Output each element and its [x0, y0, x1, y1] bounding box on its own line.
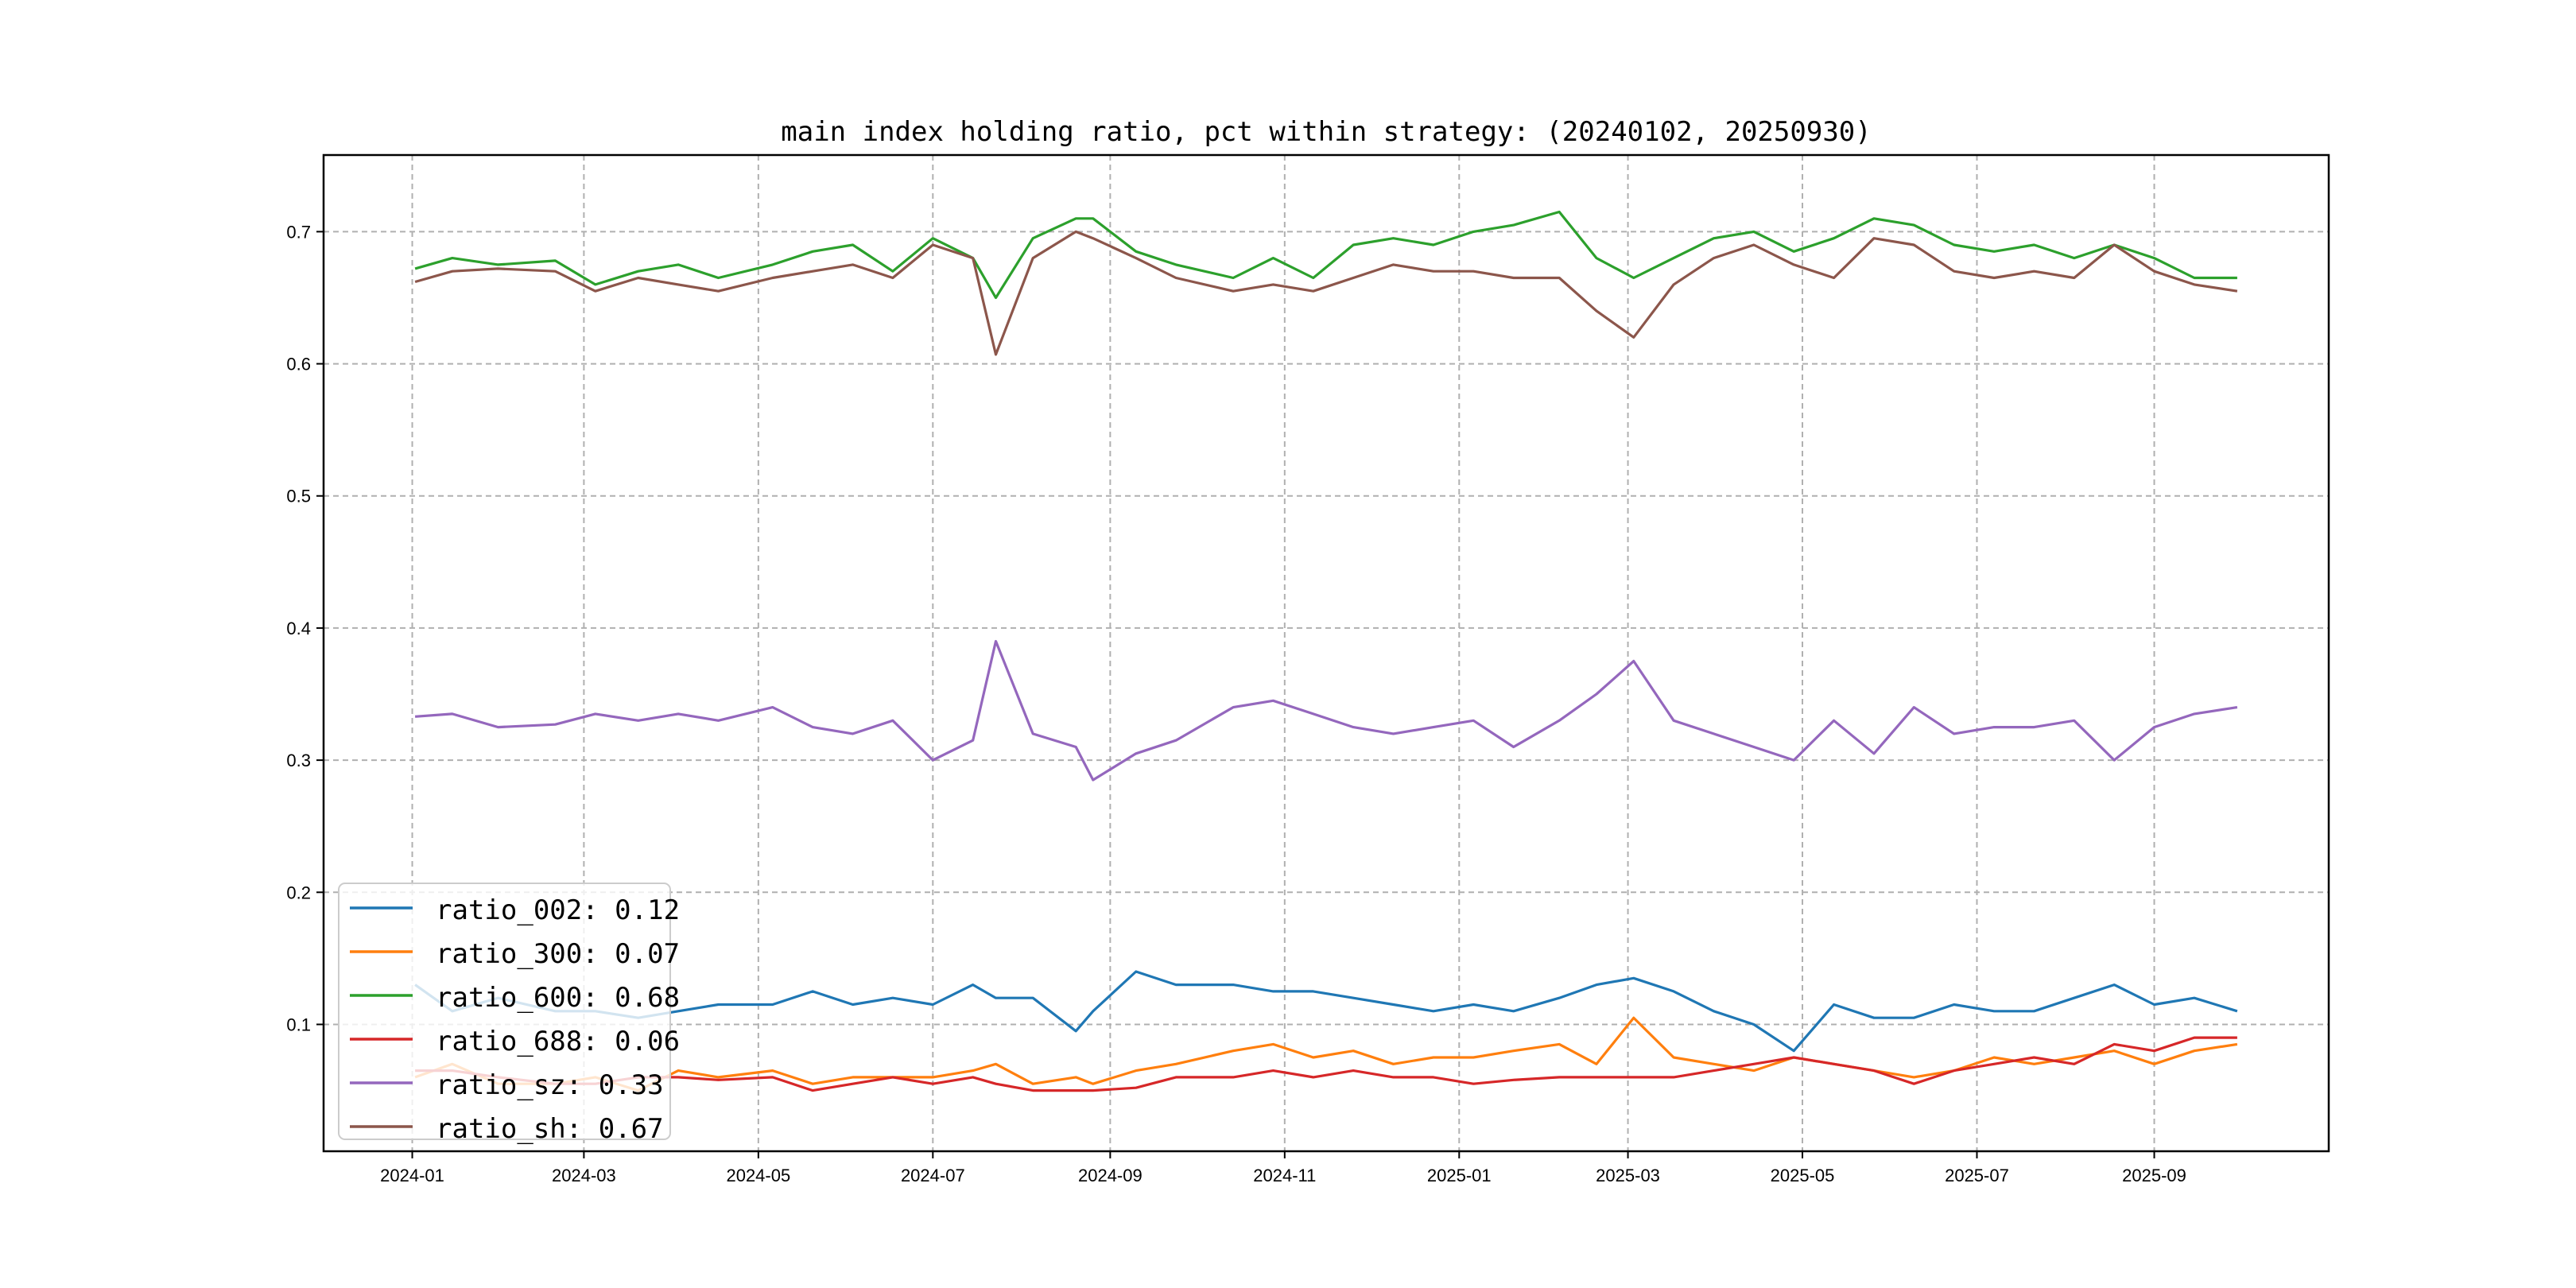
x-tick-label: 2025-01: [1427, 1166, 1492, 1185]
legend: ratio_002: 0.12 ratio_300: 0.07 ratio_600:…: [338, 883, 680, 1145]
y-tick-label: 0.5: [286, 487, 311, 506]
y-tick-label: 0.1: [286, 1014, 311, 1034]
series-line-ratio-300: [414, 1016, 2238, 1092]
y-tick-label: 0.4: [286, 619, 311, 638]
y-tick-label: 0.7: [286, 222, 311, 242]
x-tick-label: 2024-11: [1253, 1166, 1316, 1185]
legend-label-ratio-sz: ratio_sz: 0.33: [436, 1069, 664, 1101]
x-tick-label: 2024-07: [901, 1166, 965, 1185]
x-tick-label: 2025-07: [1945, 1166, 2009, 1185]
x-tick-label: 2024-09: [1078, 1166, 1143, 1185]
legend-label-ratio-600: ratio_600: 0.68: [436, 982, 680, 1014]
y-tick-label: 0.2: [286, 883, 311, 902]
x-tick-label: 2024-03: [552, 1166, 616, 1185]
y-tick-label: 0.6: [286, 355, 311, 374]
legend-label-ratio-sh: ratio_sh: 0.67: [436, 1113, 664, 1145]
chart-title: main index holding ratio, pct within str…: [781, 116, 1871, 148]
legend-label-ratio-688: ratio_688: 0.06: [436, 1026, 680, 1057]
series-line-ratio-600: [414, 210, 2237, 300]
x-tick-label: 2025-09: [2122, 1166, 2186, 1185]
y-tick-label: 0.3: [286, 751, 311, 770]
legend-label-ratio-300: ratio_300: 0.07: [436, 938, 680, 970]
x-tick-label: 2024-05: [726, 1166, 790, 1185]
series-line-ratio-002: [414, 970, 2238, 1053]
legend-label-ratio-002: ratio_002: 0.12: [436, 894, 680, 926]
series-line-ratio-688: [415, 1036, 2237, 1092]
x-tick-label: 2025-05: [1771, 1166, 1835, 1185]
x-tick-label: 2025-03: [1596, 1166, 1660, 1185]
x-tick-label: 2024-01: [380, 1166, 444, 1185]
legend-box: [338, 883, 671, 1140]
series-line-ratio-sz: [414, 639, 2238, 782]
series-line-ratio-sh: [414, 230, 2238, 356]
plot-frame: [322, 153, 2330, 1153]
